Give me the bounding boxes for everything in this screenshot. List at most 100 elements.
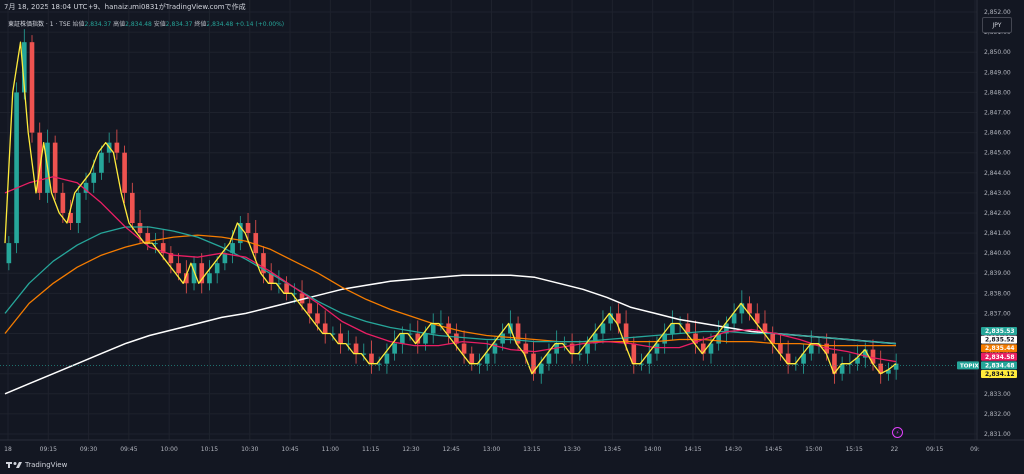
candle-body xyxy=(392,343,397,354)
candle-body xyxy=(832,353,837,374)
candle-body xyxy=(75,192,81,224)
candle-body xyxy=(207,273,212,284)
close-label: 終値 xyxy=(194,21,207,28)
price-tick-label: 2,844.00 xyxy=(984,170,1011,177)
price-tick-label: 2,838.00 xyxy=(984,290,1011,297)
candle-body xyxy=(384,353,390,364)
candle-body xyxy=(322,323,328,334)
time-tick-label: 09:15 xyxy=(40,446,57,453)
candle-body xyxy=(52,142,58,193)
time-axis[interactable]: 18 09:15 09:30 09:45 10:00 10:15 10:30 10:45 11:… xyxy=(4,446,980,453)
ma-yellow-line xyxy=(4,41,897,375)
price-badge xyxy=(981,344,1017,353)
candle-body xyxy=(808,343,814,354)
candle-body xyxy=(91,172,97,183)
candle-body xyxy=(268,273,274,284)
time-tick-label: 12:45 xyxy=(443,446,460,453)
candle-body xyxy=(369,353,374,364)
candle-body xyxy=(176,263,181,274)
candle-body xyxy=(238,223,243,244)
candle-body xyxy=(762,323,768,334)
candle-body xyxy=(616,313,621,324)
candle-body xyxy=(199,263,205,284)
time-tick-label: 12:30 xyxy=(402,446,419,453)
low-value: 2,834.37 xyxy=(165,21,193,28)
candle-body xyxy=(261,253,266,274)
price-badge xyxy=(981,361,1017,370)
time-tick-label: 09:30 xyxy=(80,446,97,453)
candle-body xyxy=(754,313,760,324)
candle-body xyxy=(646,353,652,364)
tradingview-logo-icon xyxy=(6,462,22,468)
candle-body xyxy=(160,243,166,254)
time-tick-label: 14:30 xyxy=(725,446,742,453)
symbol-tag xyxy=(957,361,979,370)
candle-body xyxy=(878,363,884,374)
candle-body xyxy=(299,293,305,304)
price-tick-label: 2,841.00 xyxy=(984,230,1011,237)
candle-body xyxy=(531,353,536,374)
change-value: +0.14 (+0.00%) xyxy=(235,21,285,28)
time-tick-label: 15:00 xyxy=(805,446,822,453)
time-tick-label: 09:45 xyxy=(120,446,137,453)
candle-body xyxy=(153,243,158,245)
candle-body xyxy=(330,333,336,335)
candle-body xyxy=(639,363,644,365)
time-tick-label: 09:15 xyxy=(926,446,943,453)
ma-orange-line xyxy=(4,234,896,347)
ma-white-line xyxy=(4,274,897,395)
time-tick-label: 13:30 xyxy=(563,446,580,453)
candle-body xyxy=(145,233,151,244)
candle-body xyxy=(129,192,135,224)
price-badge-label: 2,834.12 xyxy=(985,371,1015,378)
candle-body xyxy=(839,363,845,374)
time-tick-label: 14:15 xyxy=(684,446,701,453)
candle-body xyxy=(14,92,19,244)
candle-body xyxy=(492,343,498,354)
candle-body xyxy=(693,333,698,344)
price-badge-label: 2,835.53 xyxy=(985,328,1015,335)
candle-body xyxy=(716,333,721,344)
lightning-icon[interactable]: ⚡ xyxy=(892,427,903,438)
candle-body xyxy=(654,343,660,354)
candle-body xyxy=(415,333,421,344)
tradingview-brand[interactable]: TradingView xyxy=(6,461,67,469)
time-tick-label: 15:15 xyxy=(845,446,862,453)
candle-body xyxy=(346,343,351,345)
open-value: 2,834.37 xyxy=(84,21,112,28)
candle-body xyxy=(454,333,459,344)
candle-body xyxy=(700,343,706,354)
candle-body xyxy=(600,323,606,334)
price-tick-label: 2,849.00 xyxy=(984,69,1011,76)
candle-body xyxy=(21,42,27,93)
price-tick-label: 2,840.00 xyxy=(984,250,1011,257)
low-label: 安値 xyxy=(153,21,166,28)
symbol-name[interactable]: 東証株価指数 · 1 · TSE xyxy=(8,21,71,28)
price-badge-label: 2,835.44 xyxy=(985,345,1015,352)
candle-body xyxy=(562,343,567,345)
candle-body xyxy=(292,293,297,295)
candle-body xyxy=(739,303,745,314)
candle-body xyxy=(184,273,189,284)
time-tick-label: 22 xyxy=(891,446,899,453)
time-tick-label: 09: xyxy=(970,446,980,453)
price-tick-label: 2,837.00 xyxy=(984,310,1011,317)
price-badge-label: 2,835.52 xyxy=(985,337,1015,344)
currency-button[interactable]: JPY xyxy=(982,17,1012,33)
price-tick-label: 2,842.00 xyxy=(984,210,1011,217)
candle-body xyxy=(778,343,783,354)
candle-body xyxy=(407,333,413,335)
candle-body xyxy=(801,353,806,364)
candle-body xyxy=(731,313,737,324)
price-tick-label: 2,839.00 xyxy=(984,270,1011,277)
candle-body xyxy=(608,313,613,324)
candle-body xyxy=(214,263,220,274)
candle-body xyxy=(670,323,675,334)
price-tick-label: 2,847.00 xyxy=(984,110,1011,117)
candle-body xyxy=(538,363,544,374)
candle-body xyxy=(60,192,66,213)
moving-averages xyxy=(4,41,897,395)
candle-body xyxy=(137,223,143,234)
chart-header-text: 7月 18, 2025 18:04 UTC+9、hanaizumi0831がTr… xyxy=(4,3,246,11)
